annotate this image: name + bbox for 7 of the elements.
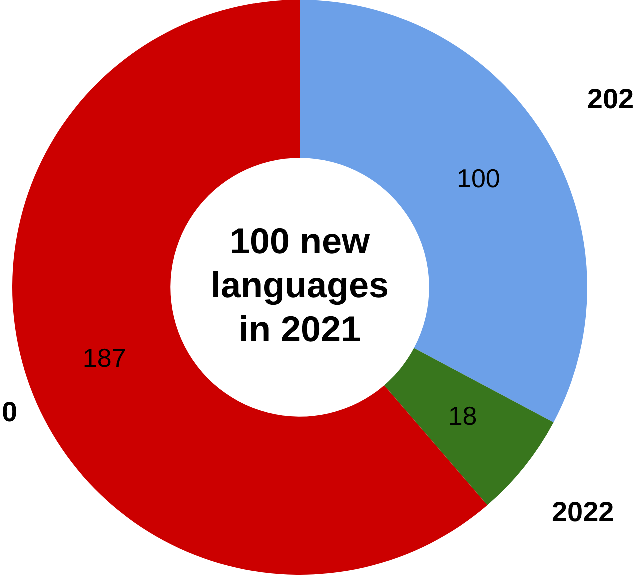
- data-label: 100: [457, 163, 500, 194]
- data-label: 187: [82, 343, 126, 374]
- slice-label: 0: [2, 396, 18, 428]
- slice-label: 2022: [552, 496, 614, 528]
- text: 100 new languages in 2021: [210, 220, 390, 350]
- data-label: 18: [448, 400, 478, 431]
- slice-label: 202: [587, 84, 634, 115]
